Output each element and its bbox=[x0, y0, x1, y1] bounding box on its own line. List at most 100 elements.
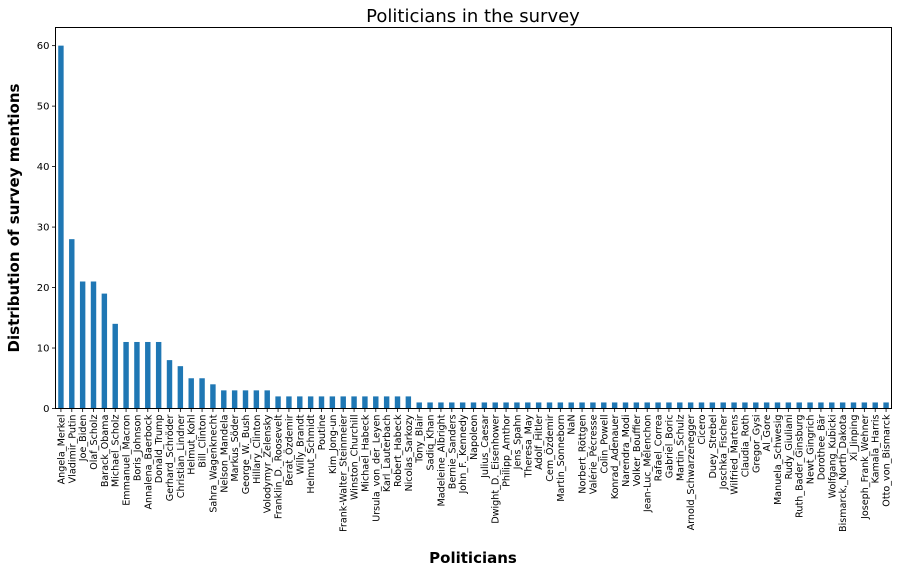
bar-19 bbox=[264, 390, 270, 409]
bar-70 bbox=[818, 402, 824, 409]
bar-28 bbox=[362, 396, 368, 409]
bar-38 bbox=[470, 402, 477, 409]
x-tick-label: Michael_Scholz bbox=[111, 415, 122, 488]
bar-7 bbox=[134, 341, 140, 409]
x-axis: Angela_Merkel Vladimir_Putin Joe_Biden Olaf… bbox=[56, 408, 893, 532]
bar-17 bbox=[242, 390, 249, 409]
x-tick-label: Franklin_D._Roosevelt bbox=[274, 414, 285, 519]
x-tick-label: Colin_Powell bbox=[599, 415, 610, 474]
bar-27 bbox=[351, 396, 357, 409]
x-tick-label: Sadiq_Khan bbox=[426, 415, 437, 471]
bar-9 bbox=[155, 341, 162, 409]
bar-37 bbox=[459, 402, 466, 409]
bar-48 bbox=[579, 402, 585, 409]
x-tick-label: Berat_Özdemir bbox=[282, 414, 295, 485]
x-tick-label: NaN bbox=[567, 415, 578, 435]
x-tick-label: Emmanuel_Macron bbox=[122, 415, 133, 506]
bar-60 bbox=[709, 402, 716, 409]
bar-56 bbox=[666, 402, 672, 409]
x-tick-label: Nelson_Mandela bbox=[219, 415, 230, 493]
bar-58 bbox=[687, 402, 694, 409]
x-tick-label: Annalena_Baerbock bbox=[143, 414, 154, 509]
bar-12 bbox=[188, 378, 194, 409]
bar-30 bbox=[383, 396, 390, 409]
bars-group bbox=[58, 45, 889, 409]
x-tick-label: Newt_Gingrich bbox=[806, 415, 817, 485]
x-tick-label: Barack_Obama bbox=[100, 415, 111, 488]
bar-66 bbox=[774, 402, 781, 409]
y-tick-label: 10 bbox=[37, 344, 50, 355]
x-tick-label: Al_Gore bbox=[762, 414, 773, 451]
bar-75 bbox=[872, 402, 878, 409]
bar-33 bbox=[416, 402, 422, 409]
bar-31 bbox=[394, 396, 401, 409]
x-tick-label: Michael_Habeck bbox=[360, 414, 371, 492]
bar-65 bbox=[763, 402, 770, 409]
bar-1 bbox=[69, 239, 75, 409]
bar-62 bbox=[731, 402, 737, 409]
bar-73 bbox=[850, 402, 857, 409]
bar-15 bbox=[221, 390, 227, 409]
bar-47 bbox=[568, 402, 574, 409]
x-tick-label: Martin_Sonneborn bbox=[556, 415, 567, 502]
bar-43 bbox=[525, 402, 531, 409]
bar-32 bbox=[405, 396, 412, 409]
x-tick-label: Adolf_Hitler bbox=[534, 414, 545, 469]
bar-26 bbox=[340, 396, 346, 409]
x-tick-label: Dwight_D._Eisenhower bbox=[491, 414, 502, 523]
bar-11 bbox=[177, 366, 184, 409]
x-tick-label: Cem_Özdemir bbox=[543, 414, 556, 481]
x-tick-label: Philipp_Amthor bbox=[502, 414, 513, 486]
bar-10 bbox=[166, 360, 173, 409]
x-tick-label: Karl_Lauterbach bbox=[382, 415, 393, 493]
x-tick-label: Tony_Blair bbox=[415, 414, 426, 463]
x-tick-label: Kamala_Harris bbox=[871, 415, 882, 484]
bar-16 bbox=[231, 390, 238, 409]
x-tick-label: Ursula_von_der_Leyen bbox=[371, 415, 382, 522]
bar-5 bbox=[112, 323, 118, 409]
x-tick-label: Volodymyr_Zelensky bbox=[263, 414, 274, 513]
x-tick-label: Olaf_Scholz bbox=[89, 415, 100, 470]
x-tick-label: Rudy_Giuliani bbox=[784, 415, 795, 480]
bar-64 bbox=[753, 402, 759, 409]
x-tick-label: Kim_Jong-un bbox=[328, 415, 339, 475]
x-tick-label: Gregor_Gysi bbox=[751, 415, 762, 474]
bar-53 bbox=[633, 402, 640, 409]
x-tick-label: Napoleon bbox=[469, 415, 480, 461]
x-tick-label: Konrad_Adenauer bbox=[610, 414, 621, 499]
bar-51 bbox=[611, 402, 618, 409]
x-tick-label: Nicolas_Sarkozy bbox=[404, 414, 415, 491]
x-tick-label: Willy_Brandt bbox=[295, 414, 306, 474]
x-tick-label: Arnold_Schwarzenegger bbox=[686, 414, 697, 530]
x-tick-label: Duey_Strebel bbox=[708, 415, 719, 479]
x-tick-label: Wilfried_Martens bbox=[730, 415, 741, 495]
bar-54 bbox=[644, 402, 650, 409]
x-tick-label: Markus_Söder bbox=[230, 414, 241, 481]
bar-0 bbox=[58, 45, 64, 409]
bar-76 bbox=[883, 402, 889, 409]
x-tick-label: Jens_Spahn bbox=[512, 415, 523, 471]
x-tick-label: Helmut_Kohl bbox=[187, 415, 198, 475]
bar-50 bbox=[601, 402, 607, 409]
bar-2 bbox=[79, 281, 86, 409]
bar-22 bbox=[297, 396, 303, 409]
x-tick-label: Manuela_Schwesig bbox=[773, 415, 784, 506]
x-tick-label: Angela_Merkel bbox=[56, 415, 67, 485]
x-tick-label: Vladimir_Putin bbox=[67, 415, 78, 484]
x-tick-label: Frank-Walter_Steinmeier bbox=[339, 414, 350, 531]
x-axis-label: Politicians bbox=[429, 549, 517, 567]
bar-34 bbox=[427, 402, 433, 409]
bar-63 bbox=[742, 402, 748, 409]
chart-title: Politicians in the survey bbox=[366, 6, 580, 27]
bar-18 bbox=[253, 390, 260, 409]
y-axis: 0 10 20 30 40 50 60 bbox=[37, 41, 56, 415]
bar-49 bbox=[590, 402, 596, 409]
bar-8 bbox=[145, 341, 151, 409]
bar-6 bbox=[123, 341, 129, 409]
bar-20 bbox=[275, 396, 281, 409]
plot-frame bbox=[55, 27, 892, 409]
bar-71 bbox=[829, 402, 835, 409]
x-tick-label: Rafael_Correa bbox=[654, 415, 665, 482]
bar-23 bbox=[307, 396, 314, 409]
bar-44 bbox=[535, 402, 542, 409]
